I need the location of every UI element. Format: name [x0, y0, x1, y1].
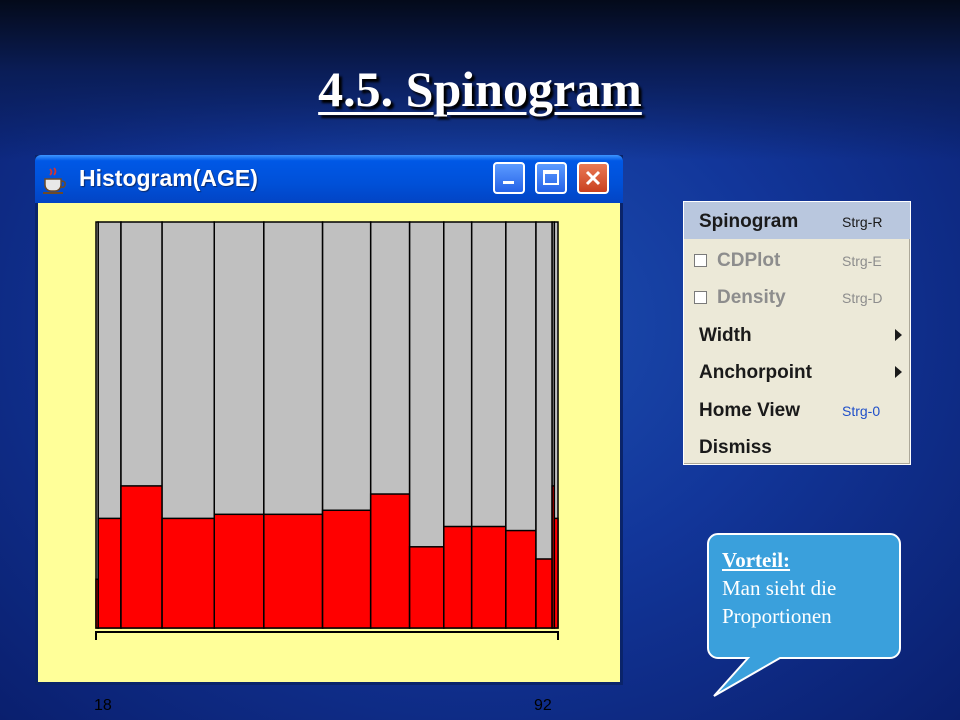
spinogram-bar[interactable] — [97, 221, 122, 629]
callout-heading: Vorteil: — [722, 548, 791, 572]
menu-item-width[interactable]: Width — [684, 316, 910, 353]
bar-highlight — [161, 517, 216, 629]
spinogram-bar[interactable] — [321, 221, 372, 629]
bar-highlight — [213, 513, 265, 629]
menu-item-shortcut: Strg-R — [842, 214, 883, 230]
bar-highlight — [263, 513, 324, 629]
minimize-button[interactable] — [493, 162, 525, 194]
chart-area[interactable]: 18 92 — [38, 203, 620, 714]
submenu-arrow-icon — [895, 328, 902, 341]
menu-item-label: Width — [699, 324, 752, 346]
spinogram-bar[interactable] — [443, 221, 473, 629]
menu-item-density[interactable]: Density Strg-D — [684, 278, 910, 315]
java-cup-icon — [43, 167, 66, 194]
maximize-icon — [543, 170, 559, 185]
spinogram-bar[interactable] — [553, 221, 559, 629]
spinogram-bar[interactable] — [535, 221, 553, 629]
checkbox-icon[interactable] — [694, 291, 707, 304]
title-band — [0, 0, 960, 160]
x-tick-label-max: 92 — [534, 697, 552, 714]
spinogram-chart[interactable] — [38, 203, 620, 682]
menu-item-label: Home View — [699, 399, 801, 421]
spinogram-bar[interactable] — [120, 221, 163, 629]
menu-item-dismiss[interactable]: Dismiss — [684, 428, 910, 465]
checkbox-icon[interactable] — [694, 253, 707, 267]
menu-item-label: CDPlot — [717, 249, 781, 271]
bar-highlight — [535, 558, 553, 629]
menu-item-shortcut: Strg-E — [842, 252, 882, 269]
bar-highlight — [97, 517, 122, 629]
spinogram-bar[interactable] — [369, 221, 411, 629]
menu-item-cdplot[interactable]: CDPlot Strg-E — [684, 241, 910, 278]
spinogram-bar[interactable] — [505, 221, 537, 629]
callout-text: Vorteil: Man sieht die Proportionen — [722, 546, 892, 630]
bar-highlight — [443, 525, 473, 629]
submenu-arrow-icon — [895, 366, 902, 378]
bar-highlight — [470, 525, 507, 629]
spinogram-bar[interactable] — [470, 221, 507, 629]
histogram-window: Histogram(AGE) 18 92 — [35, 155, 623, 714]
slide-title: 4.5. Spinogram — [318, 61, 642, 117]
close-icon — [585, 170, 601, 186]
bar-highlight — [369, 493, 411, 629]
bar-highlight — [408, 546, 445, 629]
callout-line: Proportionen — [722, 604, 832, 628]
window-title: Histogram(AGE) — [79, 165, 258, 191]
x-tick-label-min: 18 — [94, 697, 112, 714]
menu-item-label: Anchorpoint — [699, 362, 812, 383]
menu-item-label: Dismiss — [699, 437, 772, 458]
spinogram-bar[interactable] — [213, 221, 265, 629]
callout-bubble — [707, 533, 901, 697]
spinogram-bar[interactable] — [161, 221, 216, 629]
menu-item-home-view[interactable]: Home View Strg-0 — [684, 391, 910, 428]
bar-highlight — [120, 485, 163, 629]
bar-highlight — [321, 509, 372, 629]
close-button[interactable] — [577, 162, 609, 194]
callout-line: Man sieht die — [722, 576, 837, 600]
window-titlebar[interactable]: Histogram(AGE) — [35, 155, 623, 203]
x-axis — [95, 631, 559, 640]
spinogram-bar[interactable] — [263, 221, 324, 629]
minimize-icon — [503, 181, 514, 184]
bar-highlight — [505, 529, 537, 629]
spinogram-bar[interactable] — [408, 221, 445, 629]
maximize-button[interactable] — [535, 162, 567, 194]
menu-item-spinogram[interactable]: Spinogram Strg-R — [684, 202, 910, 239]
context-menu: Spinogram Strg-R CDPlot Strg-E Density Strg-D… — [683, 201, 911, 465]
menu-item-shortcut: Strg-0 — [842, 402, 881, 419]
menu-item-anchorpoint[interactable]: Anchorpoint — [684, 353, 910, 390]
menu-item-shortcut: Strg-D — [842, 290, 883, 306]
menu-item-label: Density — [717, 287, 786, 308]
bar-highlight — [553, 517, 559, 629]
menu-item-label: Spinogram — [699, 211, 799, 232]
